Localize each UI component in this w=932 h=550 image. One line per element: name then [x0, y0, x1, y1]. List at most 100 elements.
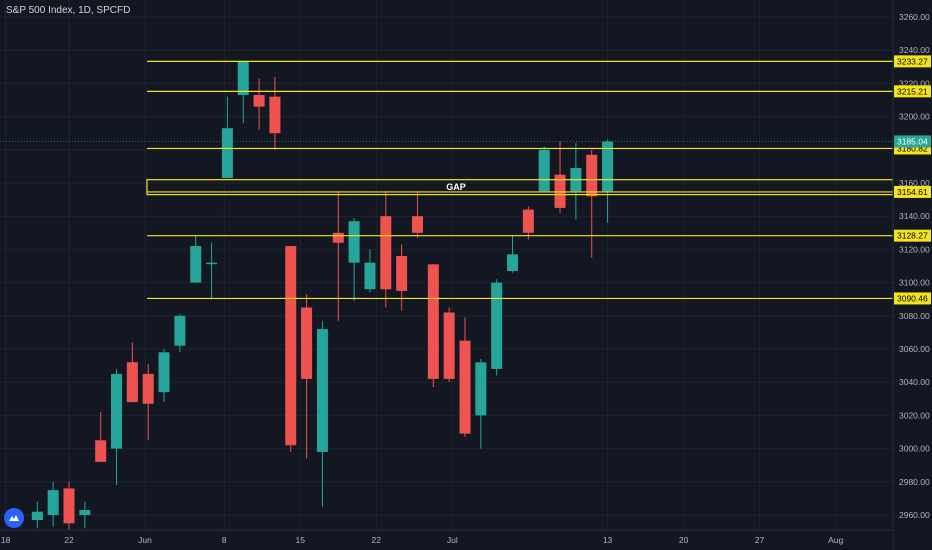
x-tick-label: 18: [1, 535, 11, 545]
x-tick-label: 27: [755, 535, 765, 545]
last-price-tag: [894, 135, 931, 148]
candle-body: [411, 216, 423, 233]
candle: [364, 249, 376, 293]
x-tick-label: Jul: [447, 535, 458, 545]
x-tick-label: 20: [679, 535, 689, 545]
y-tick-label: 3120.00: [899, 244, 930, 254]
candle-body: [174, 315, 186, 346]
candle: [206, 242, 218, 300]
candle-body: [316, 329, 328, 452]
level-price-tag: [894, 85, 931, 98]
y-tick-label: 3060.00: [899, 344, 930, 354]
candle-body: [221, 128, 233, 179]
candle: [95, 412, 107, 462]
level-price-tag: [894, 55, 931, 68]
candle: [158, 349, 170, 403]
candle-body: [253, 95, 265, 107]
candle: [126, 342, 138, 403]
candle-body: [538, 149, 550, 192]
candle-body: [126, 362, 138, 403]
y-tick-label: 3240.00: [899, 45, 930, 55]
x-tick-label: Jun: [138, 535, 152, 545]
candle-body: [348, 221, 360, 263]
x-tick-label: 22: [64, 535, 74, 545]
candle-body: [602, 141, 614, 192]
candle-body: [95, 440, 107, 462]
x-tick-label: Aug: [828, 535, 843, 545]
candle: [411, 191, 423, 238]
y-tick-label: 2960.00: [899, 510, 930, 520]
candle: [522, 206, 534, 240]
candle: [491, 279, 503, 376]
y-tick-label: 3220.00: [899, 78, 930, 88]
level-price-label: 3215.21: [897, 86, 928, 96]
candle-body: [285, 246, 297, 446]
candle-body: [190, 246, 202, 283]
candle: [174, 314, 186, 353]
candle: [507, 236, 519, 273]
candle: [443, 307, 455, 383]
candle-body: [158, 352, 170, 393]
candle-body: [475, 362, 487, 416]
candle: [586, 149, 598, 258]
candle-body: [380, 216, 392, 290]
symbol-title: S&P 500 Index, 1D, SPCFD: [6, 5, 131, 16]
candle-body: [31, 511, 43, 520]
level-price-tag: [894, 229, 931, 242]
x-tick-label: 8: [222, 535, 227, 545]
level-price-tag: [894, 185, 931, 198]
y-tick-label: 3260.00: [899, 12, 930, 22]
candle: [63, 481, 75, 532]
candle-body: [491, 282, 503, 369]
candle: [348, 217, 360, 301]
candle: [285, 246, 297, 452]
candle: [269, 76, 281, 150]
candle: [602, 139, 614, 223]
y-tick-label: 3000.00: [899, 444, 930, 454]
y-tick-label: 3100.00: [899, 278, 930, 288]
level-price-tag: [894, 292, 931, 305]
candle-body: [301, 307, 313, 379]
x-tick-label: 22: [372, 535, 382, 545]
x-tick-label: 13: [603, 535, 613, 545]
y-tick-label: 3020.00: [899, 410, 930, 420]
candle: [316, 320, 328, 507]
candle-body: [586, 154, 598, 197]
level-price-label: 3090.46: [897, 293, 928, 303]
candle: [538, 146, 550, 192]
y-tick-label: 3040.00: [899, 377, 930, 387]
candle: [427, 264, 439, 388]
y-tick-label: 3200.00: [899, 112, 930, 122]
y-tick-label: 3080.00: [899, 311, 930, 321]
candle: [79, 501, 91, 529]
candle: [221, 96, 233, 179]
candle-body: [554, 174, 566, 208]
candle: [142, 363, 154, 441]
candle-body: [142, 373, 154, 404]
time-axis: [0, 530, 893, 550]
candle-body: [47, 490, 59, 515]
candle: [459, 317, 471, 437]
y-tick-label: 3160.00: [899, 178, 930, 188]
last-price-label: 3185.04: [897, 136, 928, 146]
candle: [554, 141, 566, 213]
candle: [475, 358, 487, 449]
candle: [301, 294, 313, 459]
candle-body: [427, 264, 439, 379]
gap-label: GAP: [446, 182, 466, 192]
candle: [111, 368, 123, 486]
level-price-label: 3128.27: [897, 231, 928, 241]
tradingview-logo-icon[interactable]: [4, 508, 24, 528]
y-tick-label: 2980.00: [899, 477, 930, 487]
candle-body: [522, 209, 534, 233]
candle-body: [443, 312, 455, 379]
candle: [396, 244, 408, 311]
candle-body: [459, 340, 471, 434]
level-price-label: 3180.82: [897, 143, 928, 153]
candle: [253, 78, 265, 130]
candle-body: [507, 254, 519, 271]
candle: [31, 501, 43, 529]
candle-body: [79, 510, 91, 515]
candle: [190, 236, 202, 283]
